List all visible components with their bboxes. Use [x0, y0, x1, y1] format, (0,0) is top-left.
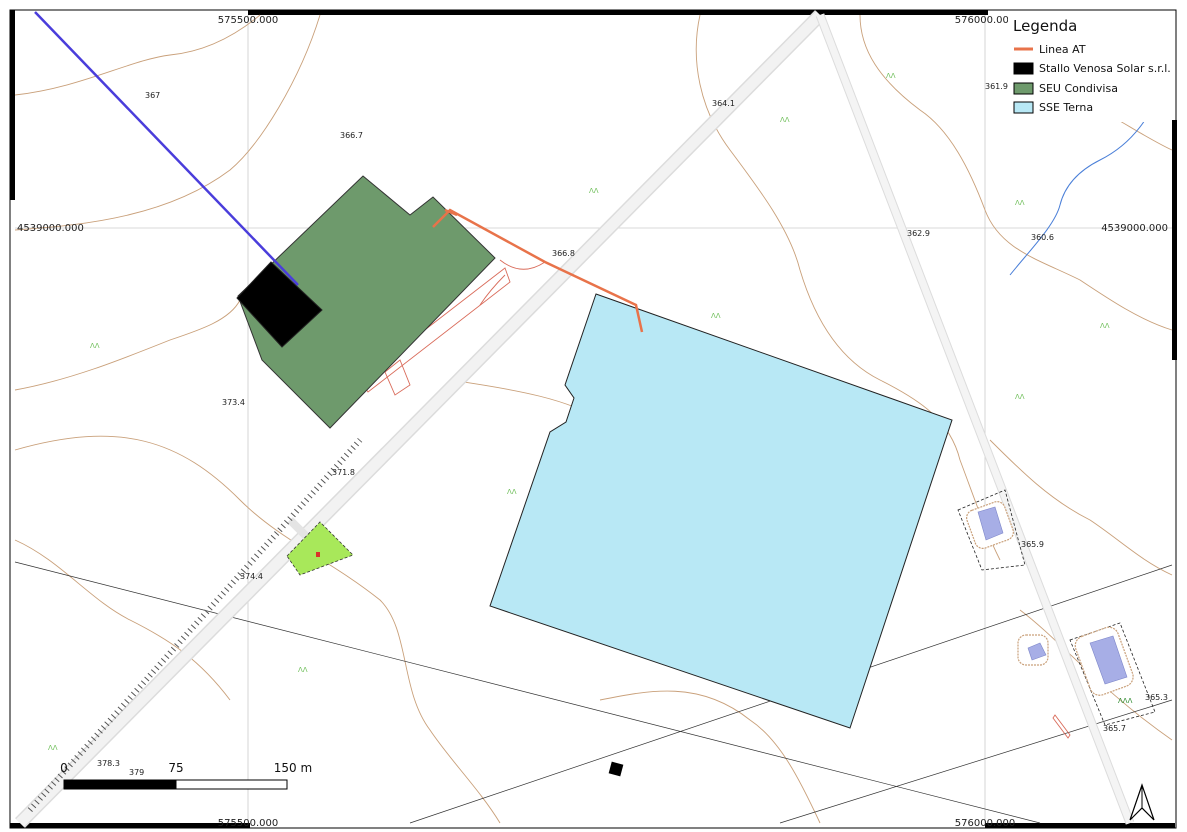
legend-swatch-stallo [1013, 62, 1034, 75]
svg-text:ɅɅ: ɅɅ [1100, 322, 1110, 330]
linea-at-branch [444, 208, 458, 217]
roads [15, 10, 1135, 828]
elevation-label: 379 [129, 768, 144, 777]
scale-bar: 0 75 150 m [60, 761, 312, 790]
grid-label-bottom-right: 576000.000 [955, 818, 1015, 829]
elevation-label: 361.9 [985, 82, 1008, 91]
grid-label-bottom-left: 575500.000 [218, 818, 278, 829]
elevation-label: 364.1 [712, 99, 735, 108]
legend-item-stallo: Stallo Venosa Solar s.r.l. [1039, 62, 1171, 75]
svg-text:ɅɅ: ɅɅ [711, 312, 721, 320]
elevation-label: 374.4 [240, 572, 263, 581]
svg-text:ɅɅɅ: ɅɅɅ [1118, 697, 1133, 705]
stallo-venosa-solar-area[interactable] [236, 261, 323, 348]
grid-label-top-left: 575500.000 [218, 15, 278, 26]
elevation-label: 366.8 [552, 249, 575, 258]
scale-label-75: 75 [168, 761, 183, 775]
svg-text:ɅɅ: ɅɅ [507, 488, 517, 496]
grid-label-top-right: 576000.000 [955, 15, 1015, 26]
svg-text:ɅɅ: ɅɅ [589, 187, 599, 195]
legend-swatch-sse [1013, 101, 1034, 114]
sse-terna-area[interactable] [489, 293, 953, 729]
elevation-label: 373.4 [222, 398, 245, 407]
legend-swatch-seu [1013, 82, 1034, 95]
frame-tick-bottom-right [985, 823, 1175, 828]
svg-text:ɅɅ: ɅɅ [886, 72, 896, 80]
stream [1009, 119, 1146, 276]
north-arrow-icon [1129, 783, 1155, 821]
frame-tick-right [1172, 120, 1177, 360]
legend: Legenda Linea AT Stallo Venosa Solar s.r… [1008, 14, 1172, 122]
svg-text:ɅɅ: ɅɅ [90, 342, 100, 350]
svg-text:ɅɅ: ɅɅ [48, 744, 58, 752]
frame-tick-bottom-left [10, 823, 250, 828]
svg-text:ɅɅ: ɅɅ [298, 666, 308, 674]
frame-tick-left-top [10, 10, 15, 200]
grid-label-right: 4539000.000 [1101, 223, 1168, 234]
elevation-label: 360.6 [1031, 233, 1054, 242]
legend-title: Legenda [1013, 17, 1077, 35]
grid-lines [15, 15, 1172, 823]
structures-right [957, 489, 1156, 726]
grid-label-left: 4539000.000 [17, 223, 84, 234]
legend-item-seu: SEU Condivisa [1039, 82, 1118, 95]
elevation-label: 366.7 [340, 131, 363, 140]
elevation-label: 365.9 [1021, 540, 1044, 549]
scale-label-0: 0 [60, 761, 68, 775]
contour-lines [14, 14, 1173, 824]
svg-text:ɅɅ: ɅɅ [780, 116, 790, 124]
frame-tick-top [248, 10, 988, 15]
svg-text:ɅɅ: ɅɅ [1015, 393, 1025, 401]
scale-label-150: 150 m [274, 761, 312, 775]
parcel-marker [316, 552, 320, 557]
green-parcel[interactable] [286, 521, 354, 576]
elevation-label: 367 [145, 91, 160, 100]
svg-text:ɅɅ: ɅɅ [1015, 199, 1025, 207]
elevation-label: 362.9 [907, 229, 930, 238]
vegetation-marks: ɅɅ ɅɅ ɅɅ ɅɅ ɅɅ ɅɅ ɅɅ ɅɅ ɅɅ ɅɅ ɅɅ ɅɅɅ [48, 72, 1133, 752]
elevation-label: 365.3 [1145, 693, 1168, 702]
linea-at-line[interactable] [432, 208, 644, 333]
legend-item-linea-at: Linea AT [1039, 43, 1086, 56]
black-square-marker [608, 761, 624, 777]
legend-item-sse: SSE Terna [1039, 101, 1093, 114]
elevation-label: 365.7 [1103, 724, 1126, 733]
seu-condivisa-area[interactable] [237, 175, 496, 429]
elevation-labels: 367 366.7 364.1 361.9 362.9 360.6 366.8 … [97, 82, 1168, 777]
elevation-label: 371.8 [332, 468, 355, 477]
blue-line [34, 11, 299, 286]
elevation-label: 378.3 [97, 759, 120, 768]
